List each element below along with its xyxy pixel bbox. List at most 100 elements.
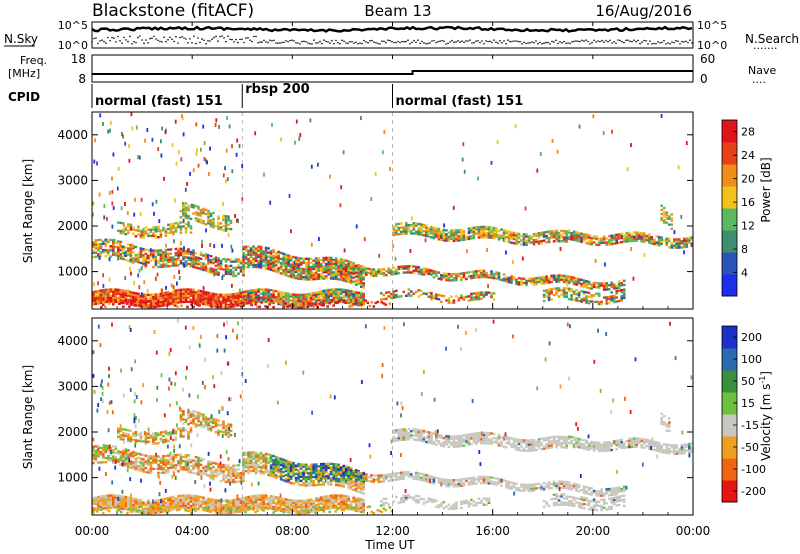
velocity-cell xyxy=(114,457,118,461)
velocity-cell xyxy=(322,497,325,501)
power-noise-cell xyxy=(130,271,132,276)
power-noise-cell xyxy=(203,157,206,161)
power-cell xyxy=(334,294,338,297)
velocity-cell xyxy=(167,501,170,504)
power-cell xyxy=(94,300,98,304)
power-cell xyxy=(457,235,461,238)
power-cell xyxy=(607,288,611,291)
power-cell xyxy=(597,294,601,297)
power-cell xyxy=(132,301,135,304)
nsearch-dot xyxy=(669,43,671,45)
power-noise-cell xyxy=(130,112,133,117)
power-cell xyxy=(317,275,320,278)
power-cell xyxy=(349,281,353,285)
nsearch-dot xyxy=(295,42,297,44)
power-cell xyxy=(322,267,325,270)
power-cell xyxy=(159,294,163,297)
velocity-cell xyxy=(114,451,118,455)
power-cell xyxy=(199,210,203,214)
nsearch-dot xyxy=(335,39,337,42)
velocity-cell xyxy=(354,499,358,502)
power-cell xyxy=(222,297,225,301)
power-cell xyxy=(257,290,260,293)
velocity-cell xyxy=(269,456,273,459)
power-noise-cell xyxy=(202,286,205,291)
power-cell xyxy=(197,289,200,292)
velocity-cell xyxy=(109,459,113,462)
power-cell xyxy=(530,235,533,238)
power-cell xyxy=(92,249,95,253)
power-cell xyxy=(134,298,138,301)
velocity-cell xyxy=(242,478,245,481)
velocity-cell xyxy=(197,462,200,466)
power-cell xyxy=(94,251,98,254)
power-cell xyxy=(437,229,441,233)
power-cell xyxy=(507,232,511,235)
nsearch-dot xyxy=(571,41,573,43)
velocity-cell xyxy=(192,498,195,502)
power-cell xyxy=(415,269,418,273)
power-cell xyxy=(142,254,145,257)
power-cell xyxy=(294,268,298,272)
power-cell xyxy=(632,235,636,238)
power-cell xyxy=(575,297,578,300)
power-cell xyxy=(435,229,438,232)
nsearch-dot xyxy=(203,39,205,42)
power-cell xyxy=(437,298,441,301)
velocity-cell xyxy=(262,456,265,459)
velocity-cell xyxy=(184,460,188,463)
velocity-cell xyxy=(267,496,270,500)
velocity-cell xyxy=(289,477,293,480)
velocity-cell xyxy=(222,472,225,475)
velocity-cell xyxy=(184,456,188,459)
power-cell xyxy=(252,290,255,294)
velocity-cell xyxy=(354,501,358,504)
nsearch-dot xyxy=(375,41,377,44)
power-cell xyxy=(447,237,451,240)
power-cell xyxy=(179,216,183,219)
power-cell xyxy=(184,231,188,234)
velocity-cell xyxy=(242,507,245,510)
power-cell xyxy=(207,301,210,305)
velocity-cell xyxy=(99,503,103,506)
power-cell xyxy=(174,258,178,261)
power-cell xyxy=(139,297,143,300)
power-cell xyxy=(457,231,461,234)
nsearch-dot xyxy=(385,41,387,44)
power-cell xyxy=(294,295,298,299)
velocity-cell xyxy=(152,511,155,515)
velocity-cell xyxy=(184,496,188,499)
power-cell xyxy=(134,300,138,303)
power-cell xyxy=(480,293,483,296)
power-cell xyxy=(317,267,320,270)
power-cell xyxy=(230,302,233,306)
power-cell xyxy=(197,220,200,223)
velocity-cell xyxy=(294,511,298,515)
power-cell xyxy=(422,225,426,229)
power-cell xyxy=(317,263,320,266)
power-cell xyxy=(219,261,223,265)
power-cell xyxy=(582,290,586,294)
velocity-cell xyxy=(297,471,300,474)
power-noise-cell xyxy=(182,218,185,223)
nsearch-dot xyxy=(373,41,375,43)
power-cell xyxy=(637,231,641,234)
power-cell xyxy=(94,302,98,306)
power-cell xyxy=(329,271,333,274)
power-cell xyxy=(212,292,215,296)
power-cell xyxy=(532,283,536,286)
power-cell xyxy=(119,291,123,294)
velocity-cell xyxy=(92,497,95,500)
power-cell xyxy=(232,266,235,270)
power-cell xyxy=(352,300,355,304)
power-cell xyxy=(570,238,573,241)
power-cell xyxy=(122,245,125,248)
colorbar-tick-label: 16 xyxy=(741,196,755,209)
power-cell xyxy=(390,273,393,276)
power-cell xyxy=(259,254,263,257)
power-cell xyxy=(555,240,558,243)
power-noise-cell xyxy=(103,204,106,209)
power-cell xyxy=(182,253,185,257)
power-cell xyxy=(590,240,593,244)
velocity-cell xyxy=(134,453,138,457)
